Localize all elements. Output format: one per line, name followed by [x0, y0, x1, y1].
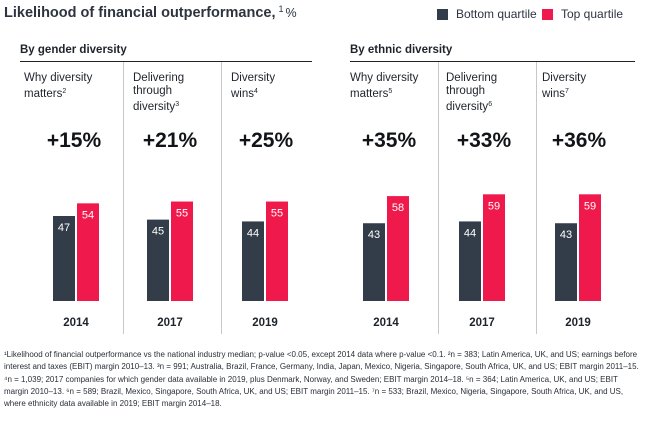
bar-top-quartile-1 [77, 203, 99, 301]
panel-delta-6: +36% [551, 129, 607, 152]
panel-delta-3: +25% [238, 129, 294, 152]
panel-delta-5: +33% [456, 129, 512, 152]
legend-label-top: Top quartile [561, 7, 624, 21]
chart-title: Likelihood of financial outperformance, 1… [4, 4, 297, 21]
group-title-ethnic: By ethnic diversity [350, 44, 453, 56]
bar-value-label: 55 [176, 208, 188, 220]
panel-divider [221, 62, 222, 334]
bar-value-label: 55 [271, 208, 283, 220]
bar-value-label: 43 [368, 229, 380, 241]
panel-divider [123, 62, 124, 334]
panel-label-4: Why diversity matters5 [350, 72, 419, 100]
legend-label-bottom: Bottom quartile [456, 7, 537, 21]
panel-delta-4: +35% [361, 129, 417, 152]
bar-value-label: 44 [464, 227, 476, 239]
bar-bottom-quartile-3 [242, 221, 264, 301]
bar-bottom-quartile-6 [555, 223, 577, 301]
bar-bottom-quartile-5 [459, 221, 481, 301]
bar-value-label: 43 [560, 229, 572, 241]
panel-label-5: Delivering through diversity6 [446, 72, 498, 113]
legend-top-quartile: Top quartile [542, 7, 623, 21]
chart-title-unit: % [285, 6, 297, 20]
year-tick-label: 2017 [157, 317, 183, 329]
footnote: ¹Likelihood of financial outperformance … [4, 350, 639, 409]
bar-value-label: 54 [82, 209, 94, 221]
bar-top-quartile-5 [483, 194, 505, 301]
group-rule-ethnic [350, 61, 635, 62]
panel-label-2: Delivering through diversity3 [133, 72, 185, 113]
bar-chart: 47 54 2014 45 55 2017 44 55 2019 43 58 2014 44 59 2017… [53, 194, 601, 329]
panel-label-3: Diversity wins4 [231, 72, 276, 100]
bar-bottom-quartile-1 [53, 216, 75, 301]
bar-top-quartile-2 [171, 201, 193, 301]
bar-value-label: 59 [584, 200, 596, 212]
bar-value-label: 45 [152, 226, 164, 238]
year-tick-label: 2019 [252, 317, 278, 329]
year-tick-label: 2014 [63, 317, 89, 329]
panel-label-6: Diversity wins7 [542, 72, 587, 100]
bar-top-quartile-4 [387, 196, 409, 301]
year-tick-label: 2017 [469, 317, 495, 329]
chart-title-footnote-ref: 1 [278, 4, 284, 14]
bar-top-quartile-3 [266, 201, 288, 301]
bar-top-quartile-6 [579, 194, 601, 301]
bar-bottom-quartile-4 [363, 223, 385, 301]
panel-delta-2: +21% [142, 129, 198, 152]
year-tick-label: 2019 [565, 317, 591, 329]
group-title-gender: By gender diversity [20, 44, 127, 56]
bar-value-label: 44 [247, 227, 259, 239]
bar-value-label: 59 [488, 200, 500, 212]
panel-delta-1: +15% [46, 129, 102, 152]
legend-bottom-quartile: Bottom quartile [437, 7, 537, 21]
panel-divider [536, 62, 537, 334]
panel-label-1: Why diversity matters2 [24, 72, 93, 100]
chart-title-text: Likelihood of financial outperformance, [4, 5, 276, 21]
bar-value-label: 58 [392, 202, 404, 214]
group-rule-gender [20, 61, 312, 62]
year-tick-label: 2014 [373, 317, 399, 329]
panel-divider [438, 62, 439, 334]
bar-value-label: 47 [58, 222, 70, 234]
legend-swatch-top [542, 8, 553, 20]
bar-bottom-quartile-2 [147, 219, 169, 301]
legend-swatch-bottom [437, 8, 448, 20]
